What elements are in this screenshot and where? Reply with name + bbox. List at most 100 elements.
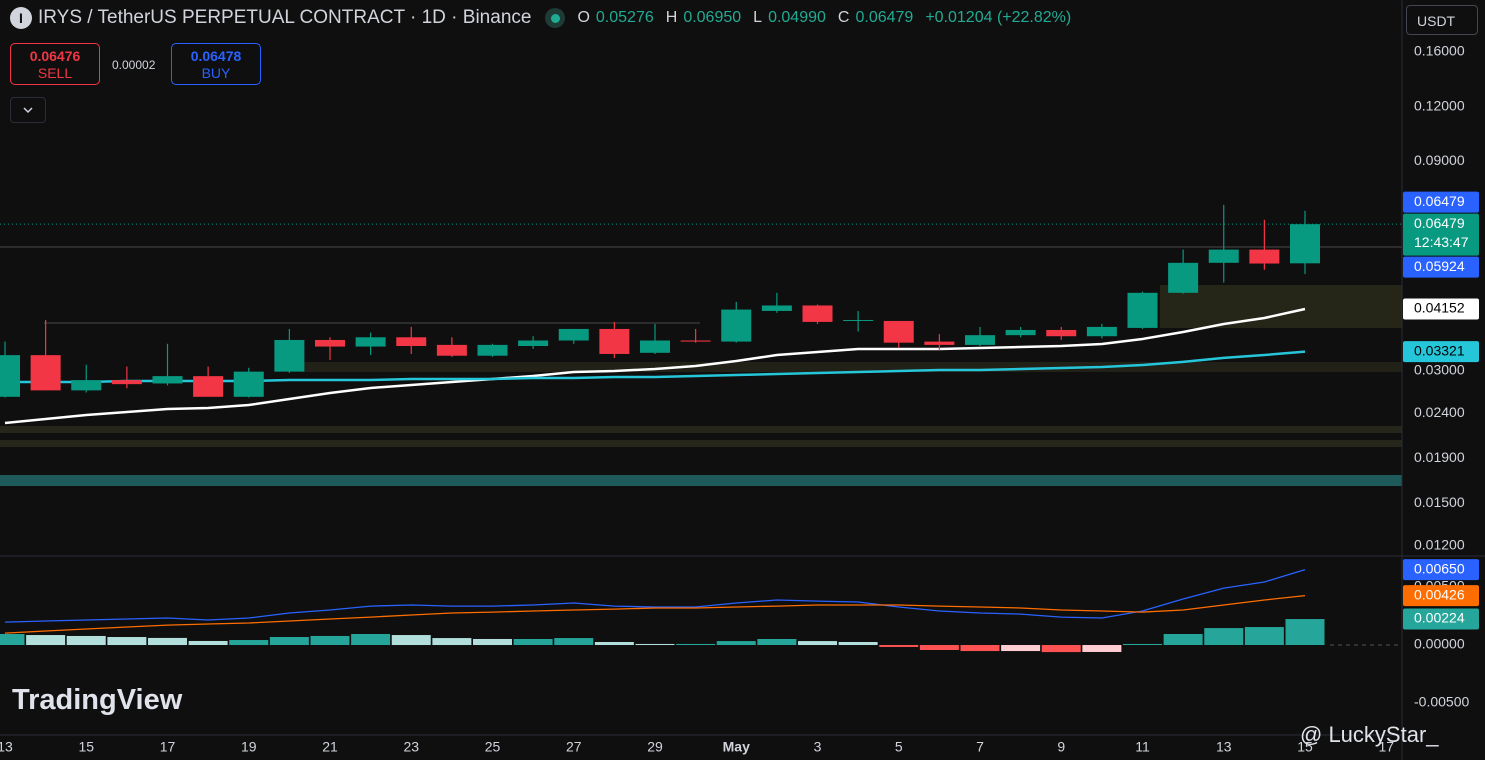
candle-body — [1127, 292, 1158, 328]
price-badge-label: 0.00224 — [1414, 610, 1465, 626]
moving-average — [4, 307, 1306, 425]
candle-body — [111, 380, 142, 385]
candle-body — [883, 320, 914, 343]
sell-button[interactable]: 0.06476 SELL — [10, 43, 100, 85]
change: +0.01204 (+22.82%) — [925, 9, 1072, 26]
candle-body — [1290, 224, 1320, 264]
candle-body — [233, 371, 264, 397]
ohlc-key: O — [577, 9, 590, 26]
price-badge-label: 0.00426 — [1414, 586, 1465, 602]
histogram-bar — [432, 638, 472, 646]
x-tick-label: 7 — [976, 739, 984, 755]
watermark: TradingView — [12, 684, 183, 716]
header: I IRYS / TetherUS PERPETUAL CONTRACT · 1… — [10, 7, 1077, 29]
x-tick-label: 17 — [1378, 739, 1394, 755]
zone — [0, 426, 1402, 433]
histogram-bar — [26, 635, 66, 646]
histogram-bar — [0, 633, 25, 646]
price-badge-label: 0.03321 — [1414, 342, 1465, 358]
price-badge-label: 0.05924 — [1414, 258, 1465, 274]
candle-body — [1249, 249, 1280, 264]
zone — [0, 475, 1402, 486]
candle-body — [1005, 329, 1036, 336]
histogram-bar — [513, 638, 553, 646]
histogram-bar — [148, 637, 187, 646]
y-tick-label: 0.00000 — [1414, 636, 1465, 652]
candle-body — [558, 328, 589, 341]
x-tick-label: 27 — [566, 739, 582, 755]
price-badge — [1403, 191, 1479, 213]
x-tick-label: 13 — [1216, 739, 1232, 755]
price-badge-label: 0.06479 — [1414, 193, 1465, 209]
symbol-logo: I — [10, 7, 32, 29]
buy-price: 0.06478 — [190, 48, 242, 64]
macd-line — [4, 594, 1306, 634]
countdown: 12:43:47 — [1414, 234, 1469, 250]
histogram-bar — [1001, 645, 1041, 652]
histogram-bar — [391, 635, 431, 646]
histogram-bar — [716, 641, 756, 646]
x-tick-label: 3 — [814, 739, 822, 755]
x-tick-label: 29 — [647, 739, 663, 755]
currency-select[interactable]: USDT — [1406, 5, 1478, 35]
price-badge — [1403, 213, 1479, 256]
y-tick-label: 0.03000 — [1414, 362, 1465, 378]
candle-body — [924, 341, 955, 345]
candle-body — [477, 344, 508, 356]
candle-body — [193, 376, 224, 397]
x-tick-label: 9 — [1057, 739, 1065, 755]
histogram-bar — [1204, 628, 1244, 646]
histogram-bar — [554, 638, 594, 646]
histogram-bar — [757, 638, 797, 646]
y-tick-label: 0.01200 — [1414, 536, 1465, 552]
histogram-bar — [919, 645, 959, 651]
ohlc-key: C — [837, 9, 850, 26]
macd-line — [4, 568, 1306, 623]
ohlc-value: 0.05276 — [595, 9, 654, 26]
price-badge — [1403, 608, 1479, 630]
candle-body — [965, 335, 995, 345]
price-badge — [1403, 341, 1479, 363]
histogram-bar — [473, 638, 512, 646]
buy-label: BUY — [201, 65, 231, 81]
histogram-bar — [798, 641, 837, 646]
candle-body — [30, 355, 61, 391]
y-tick-label: 0.01500 — [1414, 494, 1465, 510]
histogram-bar — [879, 645, 919, 647]
histogram-bar — [838, 641, 878, 646]
x-tick-label: 25 — [485, 739, 501, 755]
candle-body — [761, 305, 792, 311]
histogram-bar — [269, 637, 309, 646]
candle-body — [843, 319, 874, 321]
y-tick-label: 0.09000 — [1414, 152, 1465, 168]
x-tick-label: 13 — [0, 739, 13, 755]
candle-body — [599, 328, 630, 354]
histogram-bar — [1082, 645, 1122, 652]
x-tick-label: 23 — [403, 739, 419, 755]
histogram-bar — [1041, 645, 1081, 653]
x-tick-label: May — [723, 739, 750, 755]
price-badge — [1403, 559, 1479, 581]
ohlc-key: L — [753, 9, 763, 26]
x-tick-label: 21 — [322, 739, 338, 755]
price-badge — [1403, 585, 1479, 607]
buy-button[interactable]: 0.06478 BUY — [171, 43, 261, 85]
candle-body — [355, 337, 386, 347]
candle-body — [721, 309, 752, 342]
ohlc-key: H — [665, 9, 678, 26]
price-badge-label: 0.06479 — [1414, 215, 1465, 231]
candle-body — [315, 339, 345, 347]
collapse-button[interactable] — [10, 97, 46, 123]
ohlc-value: 0.06950 — [683, 9, 742, 26]
histogram-bar — [310, 635, 350, 646]
zone — [300, 362, 1402, 372]
histogram-bar — [66, 635, 106, 646]
zone — [1160, 285, 1402, 328]
y-tick-label: 0.01900 — [1414, 449, 1465, 465]
histogram-bar — [1123, 643, 1162, 646]
sell-price: 0.06476 — [29, 48, 81, 64]
price-badge-label: 0.04152 — [1414, 300, 1465, 316]
status-dot — [545, 8, 566, 28]
